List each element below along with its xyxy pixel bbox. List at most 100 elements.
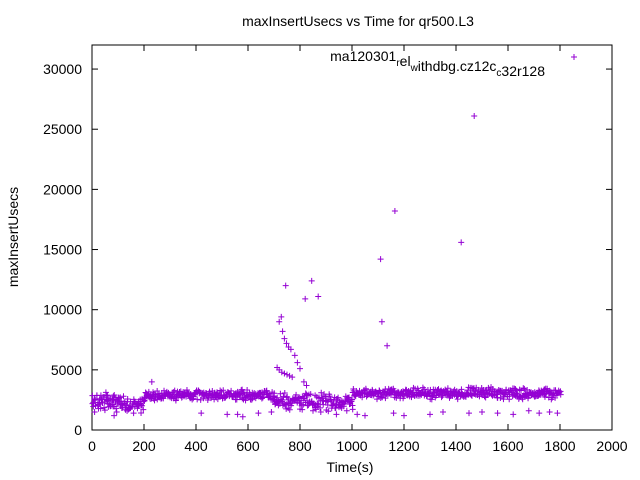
x-axis-label: Time(s)	[327, 459, 374, 475]
data-point	[302, 295, 309, 302]
data-point	[387, 391, 394, 398]
data-point	[343, 407, 350, 414]
data-point	[471, 112, 478, 119]
data-point	[421, 386, 428, 393]
data-point	[438, 394, 445, 401]
data-point	[440, 408, 446, 415]
data-point	[308, 277, 315, 284]
data-point	[91, 408, 98, 415]
x-axis: 0 200 400 600 800 1000 1200 1400 1600 1800 2000	[88, 45, 628, 454]
data-point	[454, 396, 461, 403]
data-point	[299, 406, 306, 413]
data-point	[294, 359, 301, 366]
data-point	[148, 378, 155, 385]
data-point	[283, 340, 290, 347]
data-point	[346, 394, 353, 401]
data-point	[317, 408, 324, 415]
data-point	[384, 342, 391, 349]
y-tick-label: 10000	[43, 302, 82, 318]
data-point	[554, 410, 561, 417]
data-point	[268, 408, 275, 415]
data-point	[557, 391, 564, 398]
x-tick-label: 200	[132, 438, 156, 454]
data-point	[310, 407, 316, 414]
y-tick-label: 15000	[43, 242, 82, 258]
data-point	[520, 385, 527, 392]
legend-series-label: ma120301relwithdbg.cz12cc32r128	[330, 48, 545, 79]
data-point	[140, 398, 147, 405]
data-point	[382, 395, 389, 402]
data-point	[378, 318, 385, 325]
data-point	[287, 346, 294, 353]
data-point	[139, 402, 146, 409]
data-point	[277, 390, 284, 397]
y-axis: 0 5000 10000 15000 20000 25000 30000	[43, 61, 612, 438]
data-point	[138, 402, 145, 409]
data-point	[479, 408, 485, 415]
data-point	[345, 394, 352, 401]
data-point	[513, 390, 520, 397]
data-point	[276, 318, 283, 325]
data-point	[206, 388, 213, 395]
data-point	[183, 386, 190, 393]
data-point	[242, 397, 249, 404]
data-point	[506, 396, 513, 403]
y-tick-label: 20000	[43, 181, 82, 197]
data-point	[541, 393, 548, 400]
data-point	[281, 389, 288, 396]
x-tick-label: 800	[288, 438, 312, 454]
data-point	[362, 385, 369, 392]
x-tick-label: 400	[184, 438, 208, 454]
data-point	[525, 407, 532, 414]
data-point	[289, 374, 296, 381]
data-point	[401, 412, 407, 419]
data-point	[101, 407, 108, 414]
data-point	[340, 403, 347, 410]
data-point	[214, 396, 221, 403]
data-point	[224, 411, 231, 418]
y-tick-label: 0	[74, 422, 82, 438]
data-point	[96, 395, 103, 402]
x-tick-label: 1000	[336, 438, 367, 454]
data-point	[171, 387, 178, 394]
x-tick-label: 1200	[388, 438, 419, 454]
data-point	[120, 393, 127, 400]
data-point	[97, 405, 104, 412]
data-point	[281, 370, 288, 377]
data-point	[444, 385, 451, 392]
data-point	[222, 393, 229, 400]
data-point	[281, 335, 288, 342]
y-axis-label: maxInsertUsecs	[5, 187, 21, 287]
data-point	[130, 410, 137, 417]
data-point	[89, 400, 96, 407]
data-point	[92, 396, 99, 403]
data-point	[427, 411, 433, 418]
data-point	[297, 365, 303, 372]
data-point	[303, 382, 310, 389]
data-point	[556, 389, 563, 396]
data-point	[286, 372, 293, 379]
data-point	[258, 395, 265, 402]
data-point	[391, 208, 398, 215]
data-point	[333, 411, 340, 418]
data-point	[288, 400, 295, 407]
data-point	[516, 386, 523, 393]
data-point	[91, 397, 98, 404]
x-tick-label: 1400	[440, 438, 471, 454]
data-point	[293, 391, 300, 398]
data-point	[332, 405, 339, 412]
legend: ma120301relwithdbg.cz12cc32r128	[330, 48, 577, 79]
data-point	[325, 408, 332, 415]
data-point	[494, 410, 501, 417]
x-tick-label: 0	[88, 438, 96, 454]
data-point	[300, 378, 307, 385]
data-point	[349, 396, 356, 403]
legend-marker	[571, 54, 577, 60]
data-point	[286, 406, 293, 413]
data-point	[401, 393, 408, 400]
x-tick-label: 600	[236, 438, 260, 454]
data-point	[125, 406, 132, 413]
data-point	[466, 410, 472, 417]
data-point	[111, 392, 118, 399]
